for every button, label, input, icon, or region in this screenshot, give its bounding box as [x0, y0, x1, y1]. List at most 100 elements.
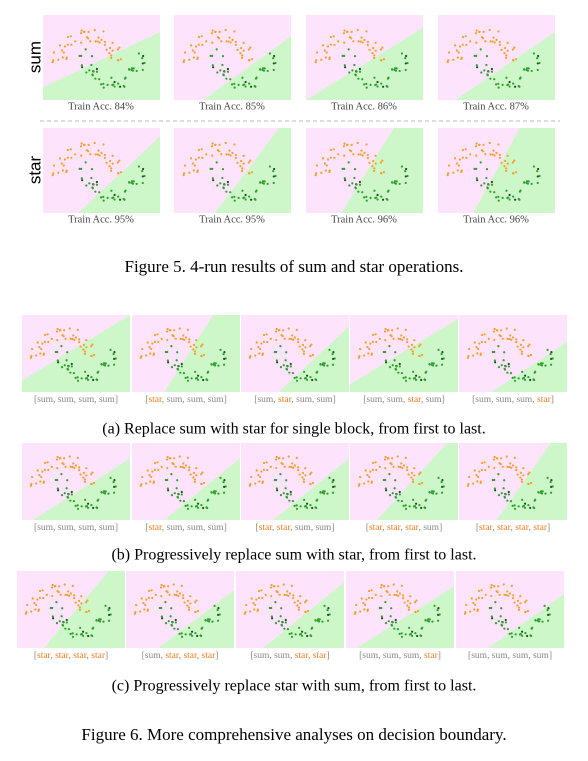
sample-dot [369, 196, 372, 200]
sample-dot [231, 151, 234, 154]
sample-dot [331, 491, 335, 494]
scatter-panel [350, 443, 458, 520]
sample-dot [352, 153, 355, 156]
sample-dot [75, 633, 78, 636]
sample-dot [326, 158, 330, 161]
sample-dot [529, 353, 533, 357]
sample-dot [217, 364, 220, 367]
block-config-label: [star, star, star, sum] [366, 523, 442, 533]
sample-dot [69, 465, 72, 468]
scatter-panel [306, 15, 423, 100]
sample-dot [195, 339, 198, 342]
sample-dot [164, 478, 167, 482]
sample-dot [266, 340, 269, 344]
sample-dot [62, 51, 65, 54]
sample-dot [485, 176, 488, 180]
sample-dot [149, 352, 152, 355]
sample-dot [493, 327, 496, 331]
sample-dot [495, 589, 498, 593]
sample-dot [498, 461, 501, 465]
operation: sum [516, 395, 532, 405]
sample-dot [486, 186, 489, 189]
sample-dot [221, 54, 225, 58]
sample-dot [186, 328, 189, 331]
sample-dot [59, 329, 62, 332]
sample-dot [85, 474, 88, 477]
sample-dot [227, 40, 230, 43]
sample-dot [376, 198, 379, 201]
sample-dot [273, 54, 276, 58]
sample-dot [272, 181, 275, 185]
sample-dot [92, 353, 96, 357]
separator: , [290, 651, 295, 661]
sample-dot [399, 465, 402, 469]
sample-dot [273, 350, 276, 354]
sample-dot [210, 363, 213, 366]
sample-dot [493, 191, 496, 194]
sample-dot [262, 461, 266, 465]
operation: star [537, 395, 552, 405]
sample-dot [413, 339, 416, 342]
sample-dot [213, 492, 217, 495]
sample-dot [131, 182, 135, 185]
sample-dot [215, 161, 218, 164]
sample-dot [332, 479, 335, 482]
sample-dot [419, 471, 422, 474]
sample-dot [178, 327, 181, 330]
sample-dot [108, 607, 111, 610]
sample-dot [271, 617, 274, 620]
sample-dot [361, 191, 364, 194]
sample-dot [355, 603, 358, 607]
sample-dot [278, 593, 281, 596]
sample-dot [522, 339, 525, 342]
sample-dot [452, 171, 455, 174]
sample-dot [491, 478, 494, 482]
sample-dot [83, 350, 87, 353]
sample-dot [358, 183, 362, 186]
operation: star [148, 395, 163, 405]
sample-dot [424, 371, 427, 374]
sample-dot [505, 189, 508, 192]
sample-dot [418, 354, 421, 357]
sample-dot [367, 352, 370, 355]
sample-dot [169, 457, 172, 460]
sample-dot [80, 54, 83, 57]
sample-dot [85, 632, 88, 635]
sample-dot [288, 337, 291, 340]
sample-dot [269, 586, 273, 589]
sample-dot [374, 461, 377, 464]
sample-dot [234, 40, 238, 44]
sample-dot [369, 83, 372, 87]
sample-dot [398, 365, 401, 368]
sample-dot [109, 476, 112, 480]
sample-dot [266, 468, 269, 472]
sample-dot [272, 62, 275, 65]
sample-dot [258, 68, 262, 71]
sample-dot [130, 180, 134, 183]
sample-dot [152, 353, 155, 356]
separator: , [203, 523, 208, 533]
sample-dot [102, 82, 105, 85]
sample-dot [419, 343, 422, 346]
sample-dot [407, 608, 411, 611]
sample-dot [510, 632, 513, 635]
sample-dot [532, 506, 535, 509]
sample-dot [469, 610, 472, 613]
sample-dot [358, 67, 362, 71]
sample-dot [309, 376, 312, 379]
sample-dot [95, 180, 99, 184]
sample-dot [328, 57, 331, 61]
sample-dot [365, 195, 368, 198]
sample-dot [498, 156, 502, 160]
sample-dot [311, 481, 315, 485]
sample-dot [398, 632, 401, 635]
sample-dot [513, 159, 516, 162]
sample-dot [247, 48, 250, 51]
sample-dot [453, 44, 457, 47]
sample-dot [283, 627, 286, 630]
sample-dot [428, 618, 431, 621]
sample-dot [358, 482, 361, 486]
sample-dot [461, 156, 464, 159]
sample-dot [70, 362, 73, 366]
sample-dot [213, 362, 216, 365]
